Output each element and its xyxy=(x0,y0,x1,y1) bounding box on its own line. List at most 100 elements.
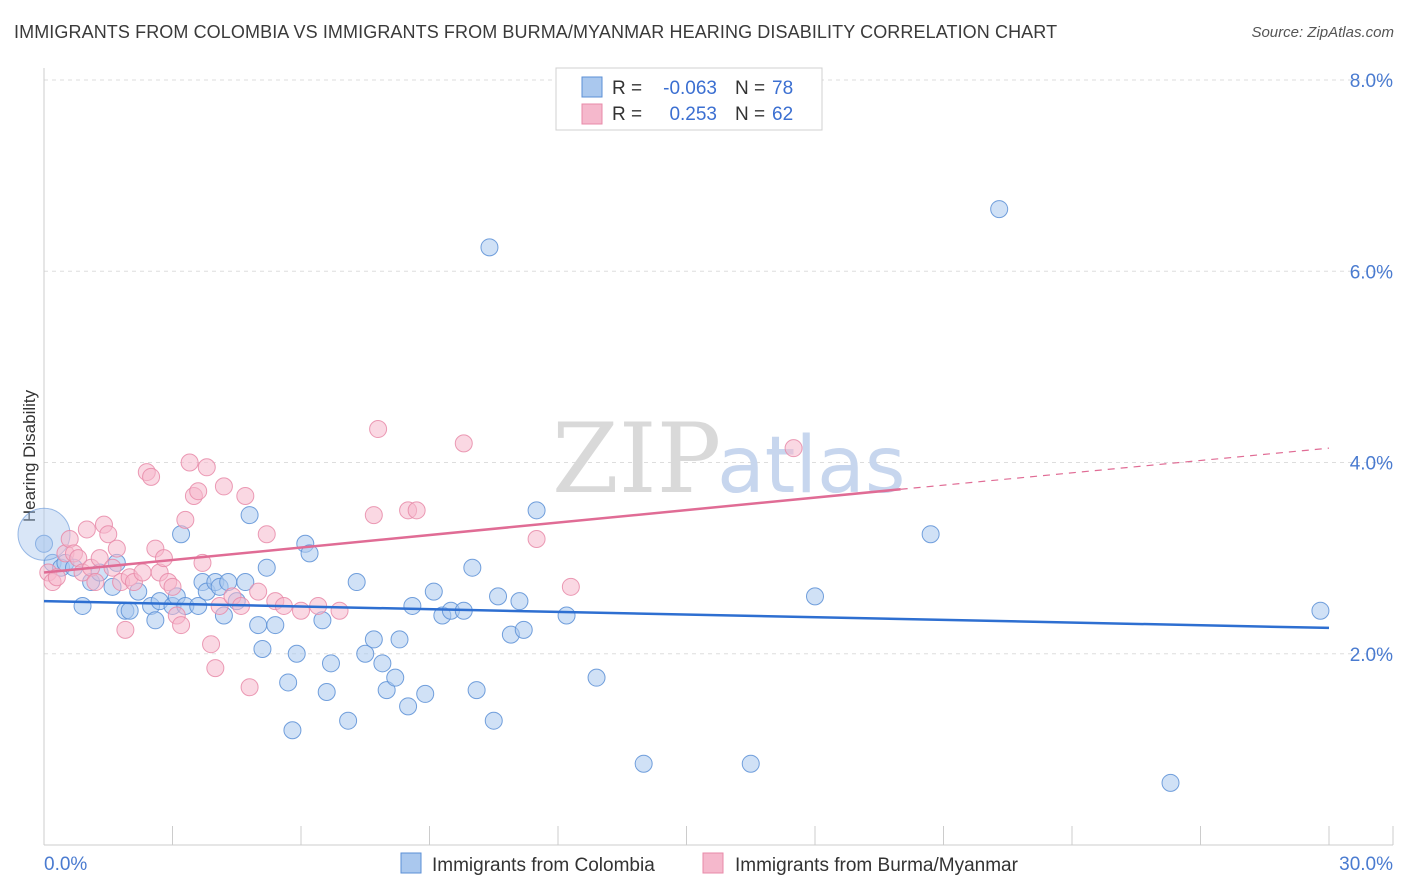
colombia-point xyxy=(403,596,422,615)
bottom-legend-swatch-burma xyxy=(702,852,724,874)
burma-point xyxy=(180,453,199,472)
burma-point xyxy=(240,678,259,697)
colombia-point xyxy=(266,616,285,635)
colombia-point xyxy=(240,506,259,525)
colombia-point xyxy=(489,587,508,606)
colombia-point xyxy=(253,639,272,658)
burma-point xyxy=(189,482,208,501)
colombia-point xyxy=(339,711,358,730)
burma-point xyxy=(249,582,268,601)
colombia-point xyxy=(510,592,529,611)
stats-legend: R = -0.063 N = 78 R = 0.253 N = 62 xyxy=(555,67,823,131)
legend-r-value-colombia: -0.063 xyxy=(663,78,717,99)
burma-point xyxy=(527,530,546,548)
colombia-point xyxy=(73,596,92,615)
burma-point xyxy=(197,458,216,477)
burma-point xyxy=(142,467,161,486)
y-tick-label: 6.0% xyxy=(1350,262,1393,283)
burma-point xyxy=(99,525,118,544)
colombia-point xyxy=(467,681,486,700)
legend-n-value-colombia: 78 xyxy=(772,78,793,99)
y-tick-label: 8.0% xyxy=(1350,71,1393,92)
burma-point xyxy=(77,520,96,539)
colombia-point xyxy=(527,501,546,520)
burma-point xyxy=(454,434,473,453)
colombia-point xyxy=(146,611,165,630)
legend-swatch-burma xyxy=(581,103,603,125)
colombia-point xyxy=(321,654,340,673)
watermark-atlas: atlas xyxy=(717,421,906,511)
colombia-point xyxy=(386,668,405,687)
legend-swatch-colombia xyxy=(581,76,603,98)
legend-r-label-burma: R = xyxy=(612,104,642,125)
colombia-point xyxy=(1311,601,1330,620)
colombia-point xyxy=(300,544,319,563)
colombia-point xyxy=(390,630,409,649)
colombia-point xyxy=(35,534,53,553)
colombia-point xyxy=(480,238,499,257)
burma-point xyxy=(47,568,66,587)
burma-point xyxy=(107,539,126,558)
colombia-point xyxy=(806,587,824,606)
colombia-point xyxy=(347,573,366,592)
colombia-point xyxy=(377,681,396,700)
colombia-point xyxy=(424,582,443,601)
colombia-point xyxy=(356,644,375,663)
y-tick-label: 2.0% xyxy=(1350,645,1393,666)
colombia-point xyxy=(399,697,418,716)
colombia-point xyxy=(587,668,606,687)
watermark: ZIP atlas xyxy=(552,403,906,515)
colombia-point xyxy=(921,525,940,544)
colombia-point xyxy=(463,558,482,577)
trend-line-burma-extension xyxy=(900,447,1330,490)
legend-n-label-burma: N = xyxy=(735,104,765,125)
x-axis-ticks xyxy=(172,826,1394,845)
colombia-point xyxy=(990,200,1009,219)
trend-line-burma xyxy=(43,488,901,574)
colombia-point xyxy=(484,711,503,730)
legend-r-value-burma: 0.253 xyxy=(669,104,717,125)
bottom-legend-label-burma: Immigrants from Burma/Myanmar xyxy=(735,855,1019,876)
colombia-point xyxy=(741,754,760,773)
y-tick-labels: 2.0% 4.0% 6.0% 8.0% xyxy=(1350,71,1393,666)
colombia-point xyxy=(557,606,576,625)
colombia-point xyxy=(634,754,653,773)
colombia-point xyxy=(416,684,435,703)
colombia-point xyxy=(236,573,255,592)
burma-point xyxy=(172,616,191,635)
colombia-point xyxy=(257,558,276,577)
series-legend: Immigrants from Colombia Immigrants from… xyxy=(400,852,1019,876)
burma-point xyxy=(202,635,221,654)
burma-point xyxy=(330,601,349,620)
trend-line-colombia xyxy=(43,599,1330,630)
burma-point xyxy=(407,501,426,520)
colombia-point xyxy=(373,654,392,673)
y-tick-label: 4.0% xyxy=(1350,454,1393,475)
colombia-point xyxy=(283,721,302,740)
x-tick-label-min: 0.0% xyxy=(44,854,87,875)
burma-point xyxy=(154,549,173,568)
burma-point xyxy=(364,506,383,525)
watermark-zip: ZIP xyxy=(552,403,721,515)
burma-point xyxy=(236,486,255,505)
burma-point xyxy=(206,659,225,678)
colombia-point xyxy=(1161,773,1180,792)
burma-point xyxy=(116,620,135,639)
colombia-point xyxy=(189,596,208,615)
legend-n-label-colombia: N = xyxy=(735,78,765,99)
chart-title: IMMIGRANTS FROM COLOMBIA VS IMMIGRANTS F… xyxy=(14,22,1058,42)
y-axis-label: Hearing Disability xyxy=(20,389,39,522)
colombia-point xyxy=(249,616,268,635)
grid-lines xyxy=(44,79,1393,655)
bottom-legend-swatch-colombia xyxy=(400,852,422,874)
burma-point xyxy=(163,577,182,596)
colombia-point xyxy=(514,620,533,639)
colombia-point xyxy=(279,673,298,692)
bottom-legend-label-colombia: Immigrants from Colombia xyxy=(432,855,655,876)
burma-point xyxy=(561,577,580,596)
legend-r-label-colombia: R = xyxy=(612,78,642,99)
colombia-point xyxy=(120,601,139,620)
source-credit: Source: ZipAtlas.com xyxy=(1251,24,1394,41)
burma-point xyxy=(257,525,276,544)
